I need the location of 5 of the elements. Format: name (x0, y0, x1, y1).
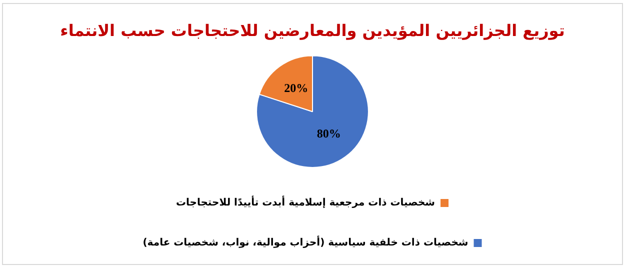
legend-label: شخصيات ذات خلفية سياسية (أحزاب موالية، نواب، شخصيات عامة) (142, 236, 468, 249)
data-label: 80% (316, 126, 341, 140)
legend-label: شخصيات ذات مرجعية إسلامية أبدت تأييدًا للاحتجاجات (176, 196, 436, 209)
chart-title: توزيع الجزائريين المؤيدين والمعارضين للاحتجاجات حسب الانتماء (60, 20, 565, 40)
data-label: 20% (284, 81, 308, 96)
